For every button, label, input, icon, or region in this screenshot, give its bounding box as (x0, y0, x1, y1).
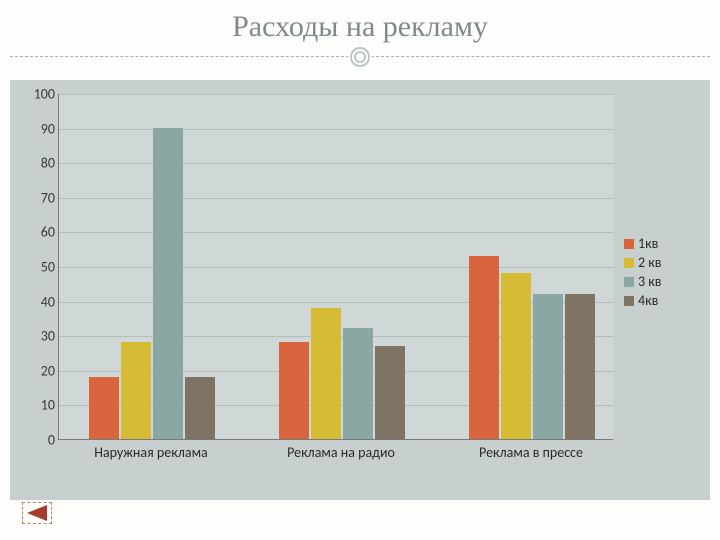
chart-ytick: 70 (15, 189, 55, 206)
triangle-left-icon (27, 505, 47, 521)
chart-panel: 1кв 2 кв 3 кв 4кв 0 10 20 30 40 50 60 70 80 90 100 Нар… (10, 80, 710, 500)
chart-ytick: 10 (15, 397, 55, 414)
chart-ytick: 40 (15, 293, 55, 310)
slide: Расходы на рекламу 1кв 2 кв 3 кв 4кв 0 10 20 3… (0, 0, 720, 540)
title-ornament (348, 45, 372, 69)
chart-bar (311, 308, 341, 439)
chart-bar (375, 346, 405, 439)
chart-ytick: 30 (15, 328, 55, 345)
chart-gridline (59, 94, 613, 95)
chart-ytick: 100 (15, 86, 55, 103)
chart-bar-group (279, 308, 405, 439)
chart-bar (533, 294, 563, 439)
chart-bar (469, 256, 499, 439)
chart-bar (279, 342, 309, 439)
chart-ytick: 80 (15, 155, 55, 172)
chart-bar (501, 273, 531, 439)
chart-ytick: 20 (15, 362, 55, 379)
legend-label: 2 кв (638, 254, 661, 271)
chart-xlabel: Реклама на радио (278, 444, 404, 461)
chart-bar (89, 377, 119, 439)
legend-item: 2 кв (624, 254, 661, 271)
legend-label: 1кв (638, 235, 658, 252)
legend-swatch (624, 277, 634, 287)
chart-bar (121, 342, 151, 439)
chart-xlabel: Наружная реклама (88, 444, 214, 461)
chart-bar-group (89, 128, 215, 439)
chart-legend: 1кв 2 кв 3 кв 4кв (624, 235, 661, 311)
chart-bar (343, 328, 373, 439)
legend-swatch (624, 258, 634, 268)
chart-bar (153, 128, 183, 439)
legend-item: 4кв (624, 292, 661, 309)
chart-ytick: 60 (15, 224, 55, 241)
chart-bar-group (469, 256, 595, 439)
chart-ytick: 0 (15, 432, 55, 449)
chart-ytick: 50 (15, 259, 55, 276)
chart-bar (565, 294, 595, 439)
prev-slide-button[interactable] (22, 502, 52, 524)
chart-bar (185, 377, 215, 439)
legend-item: 1кв (624, 235, 661, 252)
chart-plot (58, 94, 613, 440)
chart-ytick: 90 (15, 120, 55, 137)
chart-xlabel: Реклама в прессе (468, 444, 594, 461)
legend-swatch (624, 239, 634, 249)
page-title: Расходы на рекламу (0, 10, 720, 44)
legend-label: 3 кв (638, 273, 661, 290)
legend-label: 4кв (638, 292, 658, 309)
legend-item: 3 кв (624, 273, 661, 290)
title-wrap: Расходы на рекламу (0, 10, 720, 44)
legend-swatch (624, 296, 634, 306)
